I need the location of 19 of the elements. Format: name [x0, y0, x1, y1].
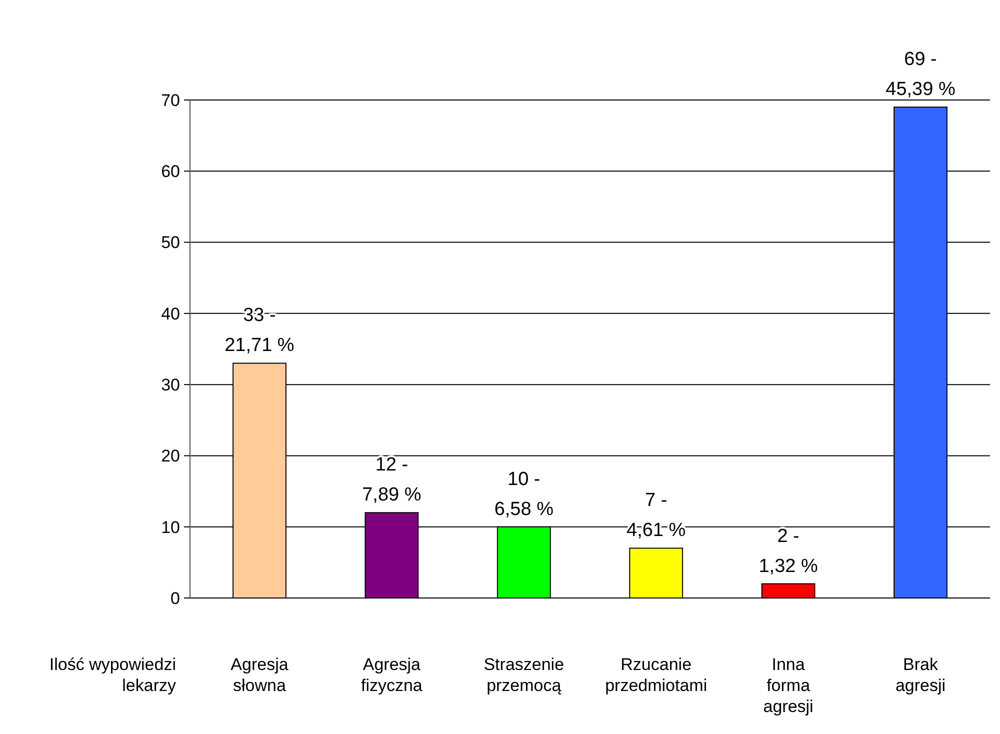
- y-tick-label: 40: [161, 304, 180, 324]
- data-label: 10 - 6,58 %: [494, 468, 554, 520]
- x-tick-label: Agresja fizyczna: [360, 655, 423, 695]
- y-tick-label: 0: [170, 588, 180, 608]
- y-tick-label: 60: [161, 162, 180, 182]
- y-tick-label: 70: [161, 90, 180, 110]
- y-tick-label: 50: [161, 233, 180, 252]
- data-label: 69 - 45,39 %: [886, 49, 956, 100]
- x-tick-label: Rzucanie przedmiotami: [605, 655, 708, 695]
- x-tick-label: Inna forma agresji: [763, 655, 814, 716]
- data-label: 12 - 7,89 %: [362, 454, 422, 506]
- y-tick-label: 20: [161, 446, 180, 466]
- x-axis-title: Ilość wypowiedzi lekarzy: [49, 655, 176, 695]
- y-tick-label: 10: [161, 518, 180, 537]
- x-tick-label: Agresja słowna: [230, 655, 289, 695]
- x-tick-label: Straszenie przemocą: [484, 655, 564, 695]
- y-tick-label: 30: [161, 376, 180, 395]
- x-tick-label: Brak agresji: [895, 655, 946, 695]
- data-label: 2 - 1,32 %: [758, 526, 818, 577]
